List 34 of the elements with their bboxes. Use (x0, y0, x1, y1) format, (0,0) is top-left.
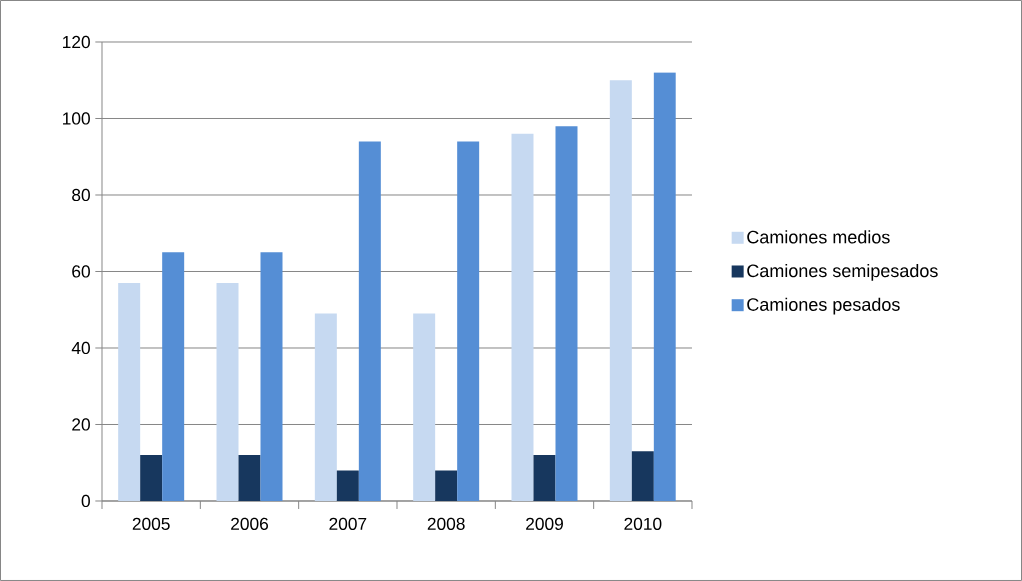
legend-label: Camiones semipesados (747, 263, 938, 281)
x-tick-label: 2010 (624, 517, 662, 530)
bar (435, 470, 458, 501)
y-tick-label: 80 (72, 188, 90, 202)
bar (609, 80, 632, 501)
bar (555, 126, 578, 501)
bar (413, 313, 436, 501)
bar (314, 313, 337, 501)
bar (118, 282, 141, 501)
y-tick-label: 120 (63, 35, 90, 49)
x-tick-label: 2008 (427, 517, 465, 530)
bar (511, 133, 534, 501)
legend-label: Camiones medios (747, 230, 890, 244)
bar (216, 282, 239, 501)
bar (140, 455, 163, 501)
bar (457, 141, 480, 501)
x-tick-label: 2005 (132, 517, 170, 530)
x-tick-label: 2009 (526, 517, 563, 530)
x-tick-label: 2007 (329, 517, 367, 530)
bar (162, 252, 185, 501)
y-tick-label: 100 (63, 112, 90, 125)
legend-label: Camiones pesados (747, 297, 900, 315)
bar (238, 455, 261, 501)
bar (533, 455, 556, 501)
y-tick-label: 20 (72, 418, 90, 431)
x-tick-label: 2006 (231, 517, 269, 530)
y-tick-label: 60 (72, 265, 90, 278)
bar (336, 470, 359, 501)
bar (631, 451, 654, 501)
bar (653, 72, 676, 501)
y-tick-label: 40 (71, 341, 90, 355)
y-tick-label: 0 (81, 494, 90, 508)
bar (358, 141, 381, 501)
bar (260, 252, 283, 501)
